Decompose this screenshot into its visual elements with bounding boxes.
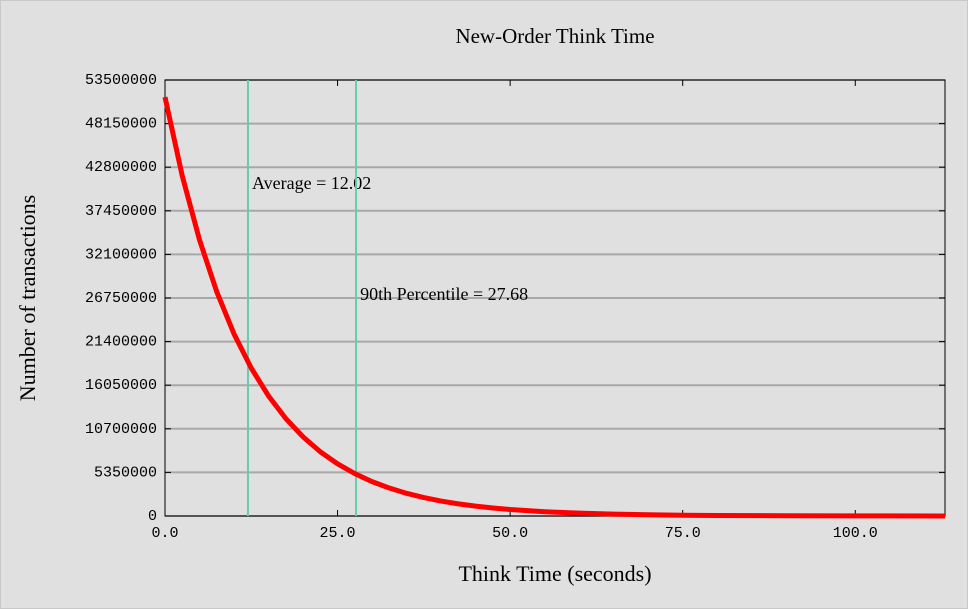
y-tick-label: 48150000 bbox=[85, 116, 157, 133]
y-tick-label: 10700000 bbox=[85, 421, 157, 438]
plot-frame bbox=[164, 79, 946, 517]
y-tick-label: 5350000 bbox=[94, 464, 157, 481]
y-tick-label: 37450000 bbox=[85, 203, 157, 220]
y-axis-label: Number of transactions bbox=[15, 195, 40, 402]
reference-label: Average = 12.02 bbox=[252, 173, 371, 193]
x-tick-label: 50.0 bbox=[492, 525, 528, 542]
x-tick-label: 0.0 bbox=[151, 525, 178, 542]
data-line bbox=[162, 96, 946, 519]
y-tick-label: 42800000 bbox=[85, 159, 157, 176]
y-tick-label: 16050000 bbox=[85, 377, 157, 394]
y-tick-label: 53500000 bbox=[85, 72, 157, 89]
x-axis-label: Think Time (seconds) bbox=[458, 561, 651, 586]
x-tick-label: 75.0 bbox=[665, 525, 701, 542]
y-tick-label: 26750000 bbox=[85, 290, 157, 307]
y-tick-label: 32100000 bbox=[85, 246, 157, 263]
chart-title: New-Order Think Time bbox=[455, 24, 654, 48]
reference-label: 90th Percentile = 27.68 bbox=[360, 284, 528, 304]
y-tick-label: 0 bbox=[148, 508, 157, 525]
x-tick-label: 25.0 bbox=[320, 525, 356, 542]
x-tick-label: 100.0 bbox=[833, 525, 878, 542]
y-tick-label: 21400000 bbox=[85, 334, 157, 351]
